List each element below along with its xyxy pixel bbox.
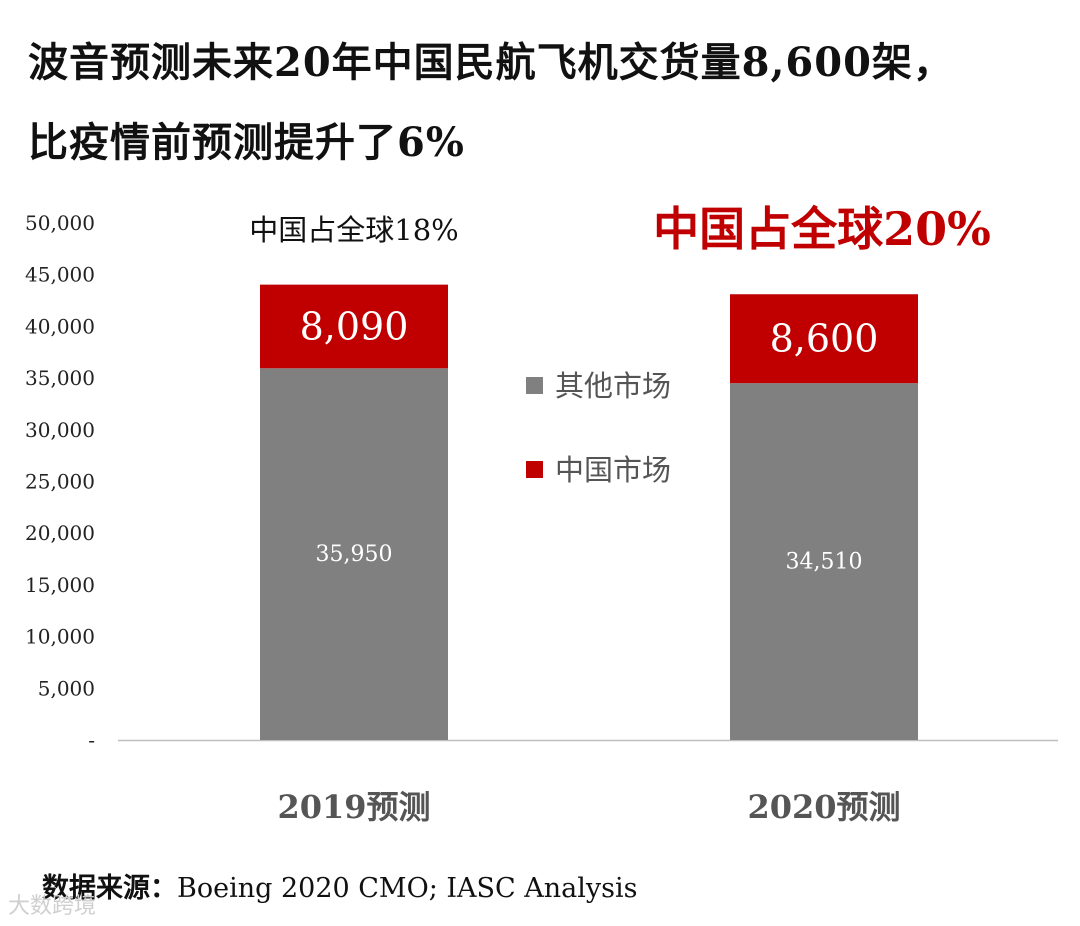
y-tick-label: 35,000 <box>25 366 95 390</box>
chart-title-line2: 比疫情前预测提升了6% <box>28 119 465 166</box>
x-category-label: 2019预测 <box>277 788 430 826</box>
y-tick-label: 15,000 <box>25 573 95 597</box>
legend-swatch <box>526 461 543 478</box>
data-label-other: 34,510 <box>786 550 863 575</box>
bar-segment-other <box>730 383 918 740</box>
source-label: 数据来源： <box>42 873 177 904</box>
y-tick-label: 40,000 <box>25 314 95 338</box>
bar-segment-other <box>260 368 448 740</box>
y-tick-label: 50,000 <box>25 211 95 235</box>
stacked-bar-chart: - 5,000 10,000 15,000 20,000 25,000 30,000 35,0… <box>25 202 1058 826</box>
legend-swatch <box>526 377 543 394</box>
y-tick-label: 45,000 <box>25 263 95 287</box>
x-category-label: 2020预测 <box>747 788 900 826</box>
y-tick-label: 20,000 <box>25 521 95 545</box>
source-text: Boeing 2020 CMO; IASC Analysis <box>177 873 638 904</box>
data-label-other: 35,950 <box>316 542 393 567</box>
bar-segment-china <box>730 294 918 384</box>
data-source: 数据来源：Boeing 2020 CMO; IASC Analysis <box>42 866 638 905</box>
legend-label: 其他市场 <box>555 369 671 403</box>
data-label-china: 8,090 <box>300 304 409 348</box>
watermark: 大数跨境 <box>8 894 97 919</box>
y-tick-label: 25,000 <box>25 470 95 494</box>
annotation-share-2019: 中国占全球18% <box>249 213 458 247</box>
data-label-china: 8,600 <box>770 317 879 361</box>
y-tick-label: - <box>88 728 95 752</box>
annotation-share-2020: 中国占全球20% <box>653 202 991 256</box>
y-tick-label: 5,000 <box>38 676 95 700</box>
bar-segment-china <box>260 284 448 369</box>
y-tick-label: 30,000 <box>25 418 95 442</box>
y-tick-label: 10,000 <box>25 625 95 649</box>
legend-label: 中国市场 <box>555 453 671 487</box>
chart-title-line1: 波音预测未来20年中国民航飞机交货量8,600架， <box>28 39 954 86</box>
